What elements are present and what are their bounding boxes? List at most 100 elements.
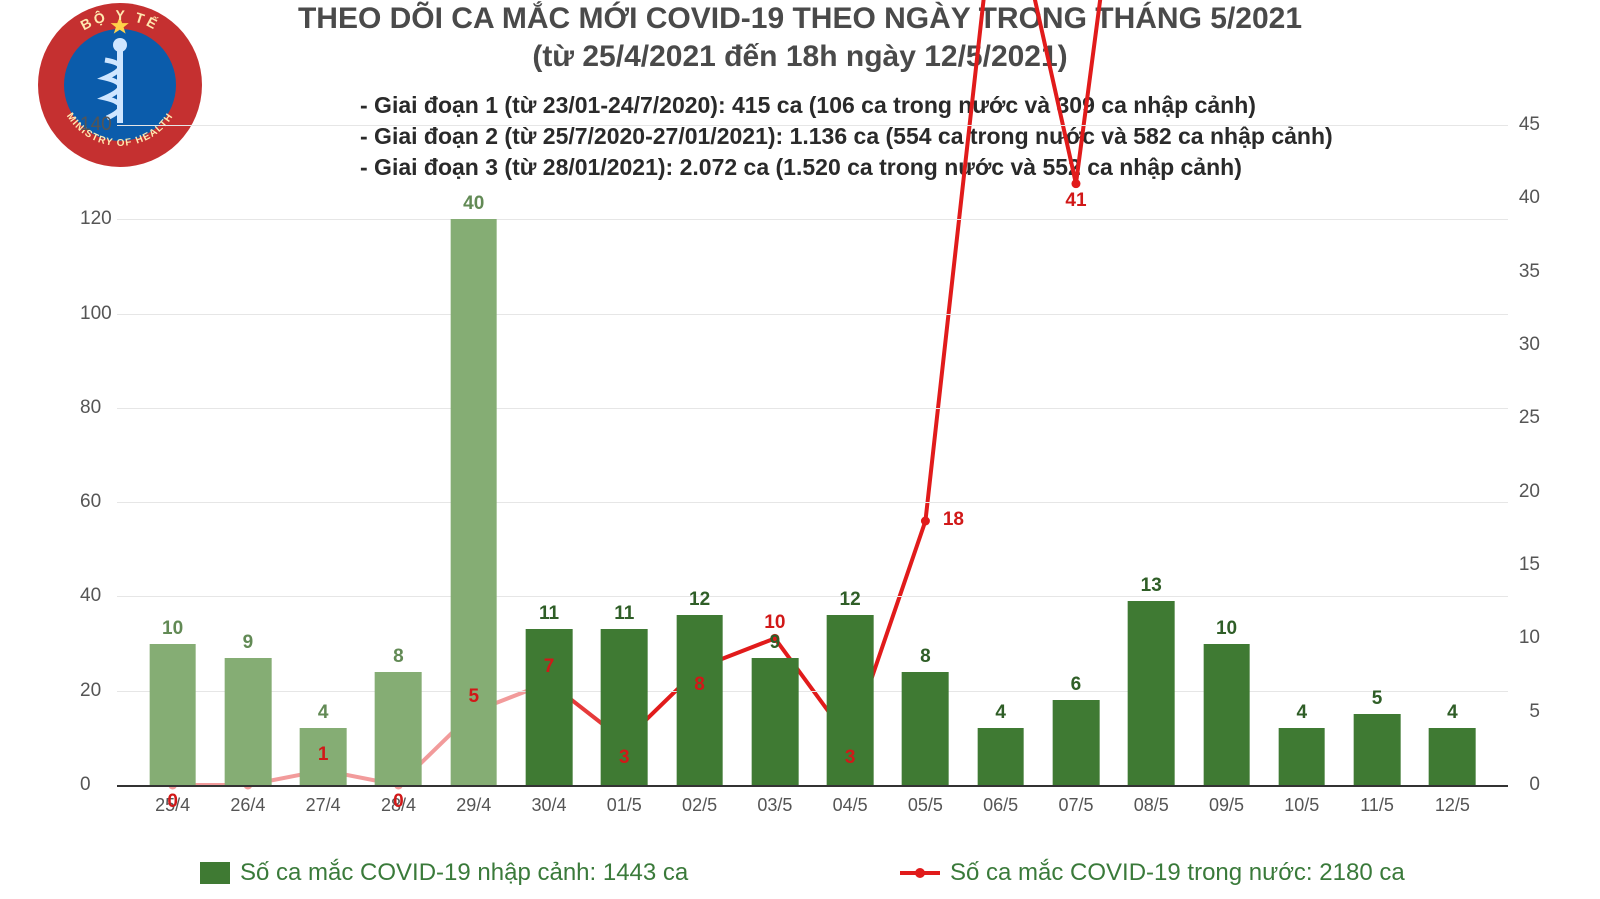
bar bbox=[676, 615, 723, 785]
chart-container: BỘ Y TẾ MINISTRY OF HEALTH THEO DÕI CA M… bbox=[0, 0, 1600, 899]
x-tick-label: 12/5 bbox=[1435, 795, 1470, 816]
bar-label: 4 bbox=[1447, 702, 1458, 724]
line-marker bbox=[921, 517, 930, 526]
y-right-tick-label: 25 bbox=[1519, 407, 1540, 429]
grid-line bbox=[117, 408, 1508, 409]
line-value-label: 1 bbox=[318, 744, 329, 766]
line-value-label: 3 bbox=[619, 747, 630, 769]
chart-area: 02040608010012014005101520253035404525/4… bbox=[75, 110, 1545, 830]
y-left-tick-label: 40 bbox=[80, 585, 101, 607]
bar bbox=[375, 672, 422, 785]
line-series-svg bbox=[75, 110, 1545, 830]
bar-label: 4 bbox=[1297, 702, 1308, 724]
bar bbox=[526, 629, 573, 785]
line-value-label: 41 bbox=[1065, 190, 1086, 212]
y-right-tick-label: 35 bbox=[1519, 261, 1540, 283]
x-tick-label: 29/4 bbox=[456, 795, 491, 816]
grid-line bbox=[117, 502, 1508, 503]
x-tick-label: 10/5 bbox=[1284, 795, 1319, 816]
bar bbox=[1429, 728, 1476, 785]
bar-label: 11 bbox=[539, 603, 559, 625]
line-value-label: 10 bbox=[764, 612, 785, 634]
bar-label: 5 bbox=[1372, 688, 1383, 710]
x-tick-label: 09/5 bbox=[1209, 795, 1244, 816]
bar-label: 10 bbox=[162, 618, 183, 640]
x-tick-label: 26/4 bbox=[230, 795, 265, 816]
grid-line bbox=[117, 596, 1508, 597]
line-value-label: 5 bbox=[468, 686, 479, 708]
x-tick-label: 01/5 bbox=[607, 795, 642, 816]
y-right-tick-label: 20 bbox=[1519, 481, 1540, 503]
y-left-tick-label: 140 bbox=[80, 114, 112, 136]
grid-line bbox=[117, 125, 1508, 126]
x-tick-label: 04/5 bbox=[833, 795, 868, 816]
line-value-label: 0 bbox=[393, 791, 404, 813]
bar bbox=[1278, 728, 1325, 785]
bar-label: 8 bbox=[393, 646, 404, 668]
grid-line bbox=[117, 691, 1508, 692]
legend-text-line: Số ca mắc COVID-19 trong nước: 2180 ca bbox=[950, 859, 1405, 887]
bar-label: 9 bbox=[770, 632, 781, 654]
line-value-label: 0 bbox=[167, 791, 178, 813]
x-tick-label: 07/5 bbox=[1058, 795, 1093, 816]
line-segment bbox=[925, 0, 1000, 521]
bar-label: 13 bbox=[1141, 575, 1162, 597]
line-value-label: 7 bbox=[544, 656, 555, 678]
y-right-tick-label: 40 bbox=[1519, 187, 1540, 209]
x-tick-label: 11/5 bbox=[1360, 795, 1394, 816]
y-right-tick-label: 10 bbox=[1519, 627, 1540, 649]
bar-label: 11 bbox=[614, 603, 634, 625]
y-right-tick-label: 5 bbox=[1529, 701, 1540, 723]
bar bbox=[752, 658, 799, 785]
bar-label: 9 bbox=[243, 632, 254, 654]
grid-line bbox=[117, 314, 1508, 315]
grid-line bbox=[117, 219, 1508, 220]
y-left-tick-label: 100 bbox=[80, 303, 112, 325]
bar-label: 6 bbox=[1071, 674, 1082, 696]
bar-label: 12 bbox=[840, 589, 861, 611]
x-tick-label: 06/5 bbox=[983, 795, 1018, 816]
bar bbox=[977, 728, 1024, 785]
x-tick-label: 27/4 bbox=[306, 795, 341, 816]
line-value-label: 18 bbox=[943, 509, 964, 531]
y-right-tick-label: 30 bbox=[1519, 334, 1540, 356]
y-right-tick-label: 0 bbox=[1529, 774, 1540, 796]
bar-label: 4 bbox=[318, 702, 329, 724]
y-left-tick-label: 80 bbox=[80, 397, 101, 419]
legend-text-bars: Số ca mắc COVID-19 nhập cảnh: 1443 ca bbox=[240, 859, 688, 887]
y-left-tick-label: 0 bbox=[80, 774, 91, 796]
legend-item-bars: Số ca mắc COVID-19 nhập cảnh: 1443 ca bbox=[200, 859, 688, 887]
line-marker bbox=[1071, 179, 1080, 188]
bar bbox=[1053, 700, 1100, 785]
y-left-tick-label: 120 bbox=[80, 208, 112, 230]
bar bbox=[1203, 644, 1250, 785]
x-tick-label: 03/5 bbox=[757, 795, 792, 816]
bar-label: 4 bbox=[995, 702, 1006, 724]
bar bbox=[902, 672, 949, 785]
bar bbox=[1354, 714, 1401, 785]
bar bbox=[149, 644, 196, 785]
title-line-2: (từ 25/4/2021 đến 18h ngày 12/5/2021) bbox=[200, 38, 1400, 76]
y-right-tick-label: 45 bbox=[1519, 114, 1540, 136]
y-left-tick-label: 60 bbox=[80, 491, 101, 513]
bar-label: 10 bbox=[1216, 618, 1237, 640]
x-tick-label: 08/5 bbox=[1134, 795, 1169, 816]
x-tick-label: 05/5 bbox=[908, 795, 943, 816]
legend: Số ca mắc COVID-19 nhập cảnh: 1443 ca Số… bbox=[200, 859, 1500, 899]
line-value-label: 8 bbox=[694, 674, 705, 696]
title-line-1: THEO DÕI CA MẮC MỚI COVID-19 THEO NGÀY T… bbox=[200, 0, 1400, 38]
bar-label: 40 bbox=[463, 193, 484, 215]
x-tick-label: 02/5 bbox=[682, 795, 717, 816]
line-value-label: 3 bbox=[845, 747, 856, 769]
bar-label: 8 bbox=[920, 646, 931, 668]
title-block: THEO DÕI CA MẮC MỚI COVID-19 THEO NGÀY T… bbox=[200, 0, 1400, 75]
legend-swatch-line bbox=[900, 862, 940, 884]
legend-swatch-bars bbox=[200, 862, 230, 884]
x-axis-line bbox=[117, 785, 1508, 787]
bar-label: 12 bbox=[689, 589, 710, 611]
y-left-tick-label: 20 bbox=[80, 680, 101, 702]
bar bbox=[225, 658, 272, 785]
legend-item-line: Số ca mắc COVID-19 trong nước: 2180 ca bbox=[900, 859, 1405, 887]
bar bbox=[1128, 601, 1175, 785]
x-tick-label: 30/4 bbox=[531, 795, 566, 816]
